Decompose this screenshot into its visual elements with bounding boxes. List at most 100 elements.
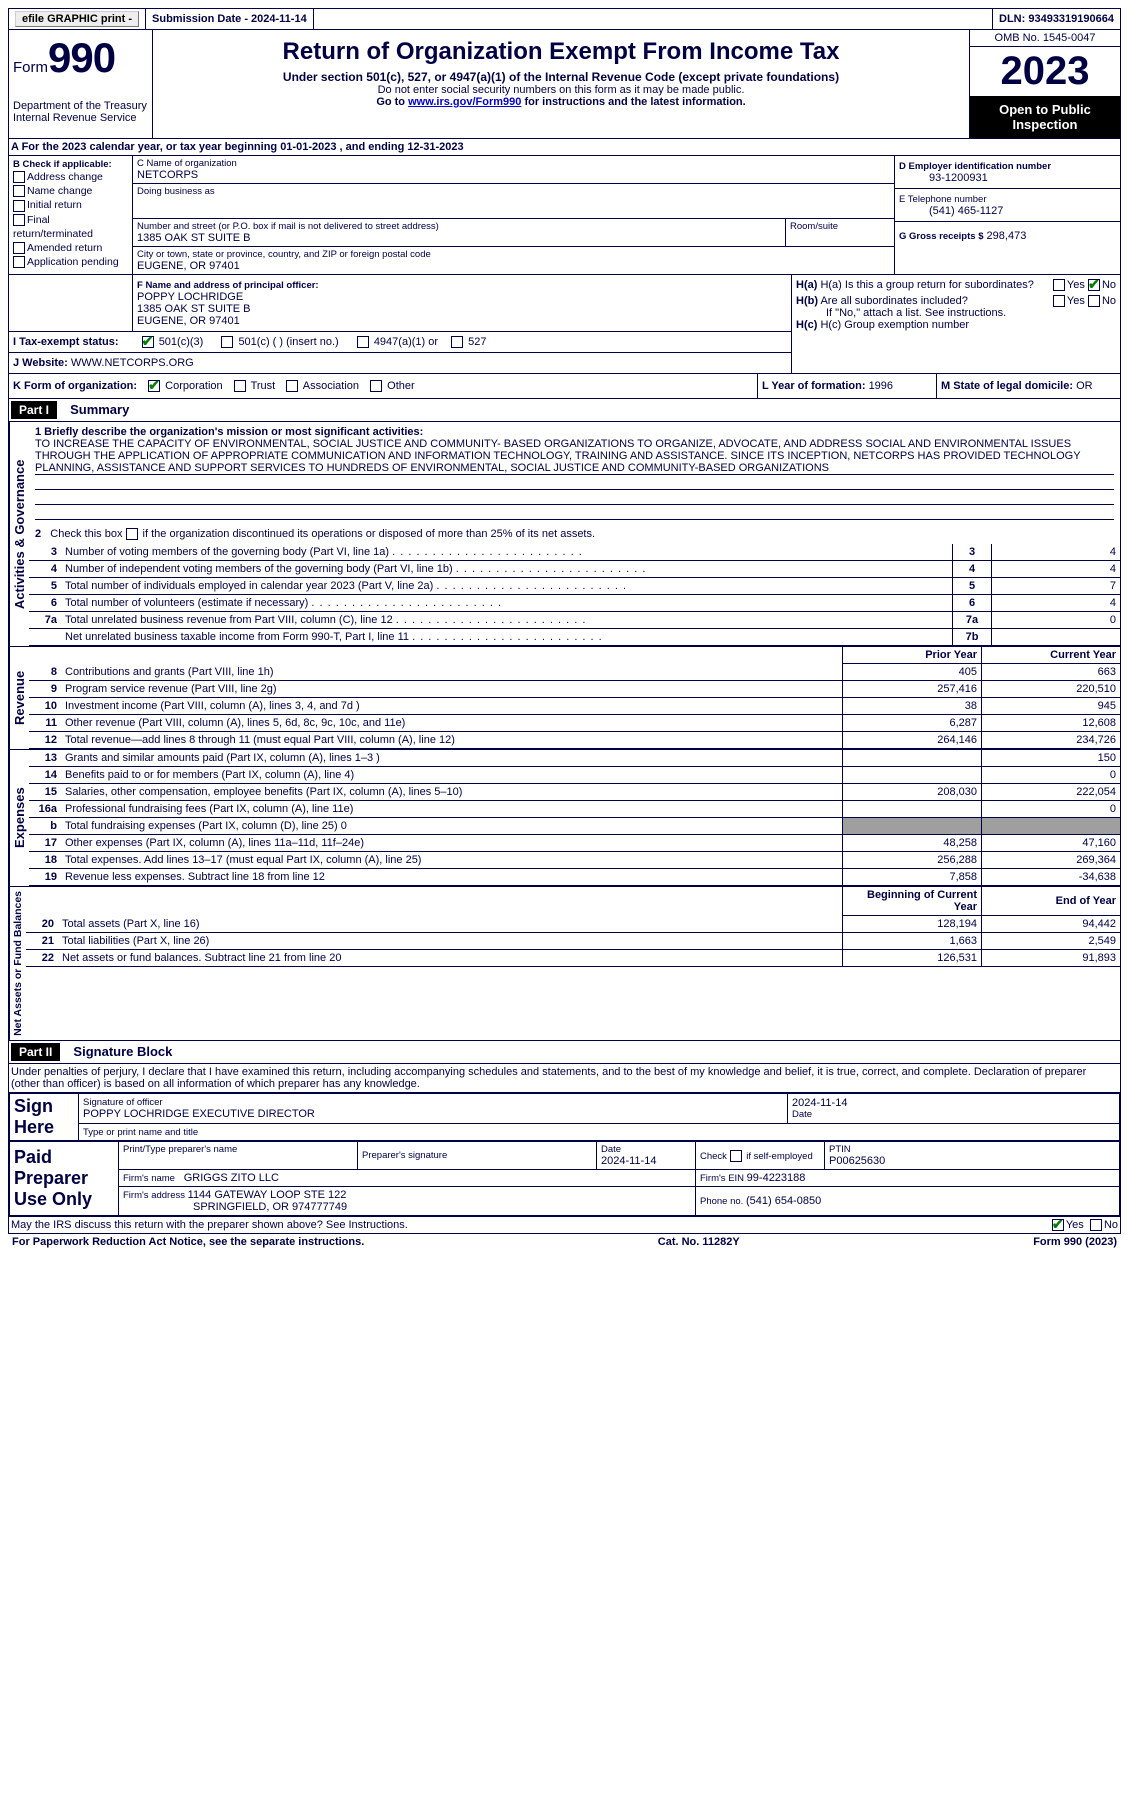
vert-governance: Activities & Governance xyxy=(9,422,29,646)
prep-sig-label: Preparer's signature xyxy=(362,1150,592,1161)
part1-header: Part I xyxy=(11,401,57,419)
check-501c3[interactable] xyxy=(142,336,154,348)
hb-yes[interactable] xyxy=(1053,295,1065,307)
hb-label: H(b) xyxy=(796,295,818,307)
part2-header: Part II xyxy=(11,1043,60,1061)
header-center: Return of Organization Exempt From Incom… xyxy=(153,30,969,138)
check-final[interactable]: Final return/terminated xyxy=(13,213,128,241)
check-discontinued[interactable] xyxy=(126,528,138,540)
k-trust[interactable] xyxy=(234,380,246,392)
footer-left: For Paperwork Reduction Act Notice, see … xyxy=(12,1236,364,1248)
city-state-zip: EUGENE, OR 97401 xyxy=(137,260,890,272)
col-c: C Name of organization NETCORPS Doing bu… xyxy=(133,156,895,274)
revenue-section: Revenue Prior YearCurrent Year 8Contribu… xyxy=(8,647,1121,750)
gross-label: G Gross receipts $ xyxy=(899,231,983,242)
form-word: Form xyxy=(13,59,48,76)
website-value: WWW.NETCORPS.ORG xyxy=(71,357,194,369)
efile-cell: efile GRAPHIC print - xyxy=(9,9,146,29)
k-corp[interactable] xyxy=(148,380,160,392)
table-row: 5Total number of individuals employed in… xyxy=(29,578,1120,595)
part1-title: Summary xyxy=(70,402,129,417)
check-self-employed[interactable] xyxy=(730,1150,742,1162)
line2-text: Check this box xyxy=(50,528,125,540)
i-label: I Tax-exempt status: xyxy=(13,336,119,348)
table-row: 13Grants and similar amounts paid (Part … xyxy=(29,750,1120,767)
street-address: 1385 OAK ST SUITE B xyxy=(137,232,781,244)
footer-right: Form 990 (2023) xyxy=(1033,1236,1117,1248)
header-left: Form990 Department of the Treasury Inter… xyxy=(9,30,153,138)
officer-addr1: 1385 OAK ST SUITE B xyxy=(137,303,251,315)
col-deg: D Employer identification number 93-1200… xyxy=(895,156,1120,274)
submission-date: Submission Date - 2024-11-14 xyxy=(152,13,307,25)
net-section: Net Assets or Fund Balances Beginning of… xyxy=(8,887,1121,1041)
discuss-no[interactable] xyxy=(1090,1219,1102,1231)
dln-value: DLN: 93493319190664 xyxy=(999,13,1114,25)
hb-note: If "No," attach a list. See instructions… xyxy=(826,307,1116,319)
hc-label: H(c) xyxy=(796,319,817,331)
col-b: B Check if applicable: Address change Na… xyxy=(9,156,133,274)
sign-here-label: Sign Here xyxy=(10,1094,79,1141)
irs-link[interactable]: www.irs.gov/Form990 xyxy=(408,96,521,108)
table-row: 18Total expenses. Add lines 13–17 (must … xyxy=(29,852,1120,869)
check-initial[interactable]: Initial return xyxy=(13,198,128,212)
net-table: Beginning of Current YearEnd of Year 20T… xyxy=(26,887,1120,967)
dept-label: Department of the Treasury Internal Reve… xyxy=(13,100,148,124)
opt-527: 527 xyxy=(468,336,486,348)
table-row: 17Other expenses (Part IX, column (A), l… xyxy=(29,835,1120,852)
expenses-table: 13Grants and similar amounts paid (Part … xyxy=(29,750,1120,886)
officer-addr2: EUGENE, OR 97401 xyxy=(137,315,240,327)
prep-name-label: Print/Type preparer's name xyxy=(123,1144,353,1155)
ha-no[interactable] xyxy=(1088,279,1100,291)
l-label: L Year of formation: xyxy=(762,380,869,392)
table-row: 14Benefits paid to or for members (Part … xyxy=(29,767,1120,784)
ha-yes[interactable] xyxy=(1053,279,1065,291)
firm-ein: 99-4223188 xyxy=(747,1172,806,1184)
org-name: NETCORPS xyxy=(137,169,890,181)
mission-label: 1 Briefly describe the organization's mi… xyxy=(35,426,423,438)
vert-expenses: Expenses xyxy=(9,750,29,886)
check-4947[interactable] xyxy=(357,336,369,348)
table-row: 19Revenue less expenses. Subtract line 1… xyxy=(29,869,1120,886)
table-row: 9Program service revenue (Part VIII, lin… xyxy=(29,681,1120,698)
phone-label: E Telephone number xyxy=(899,194,987,205)
hb-no[interactable] xyxy=(1088,295,1100,307)
k-label: K Form of organization: xyxy=(13,380,137,392)
prep-date-val: 2024-11-14 xyxy=(601,1155,691,1167)
form-number: Form990 xyxy=(13,34,148,82)
goto-prefix: Go to xyxy=(376,96,408,108)
inspection-label: Open to Public Inspection xyxy=(970,96,1120,138)
table-row: 15Salaries, other compensation, employee… xyxy=(29,784,1120,801)
check-name[interactable]: Name change xyxy=(13,184,128,198)
check-527[interactable] xyxy=(451,336,463,348)
top-bar: efile GRAPHIC print - Submission Date - … xyxy=(8,8,1121,30)
opt-4947: 4947(a)(1) or xyxy=(374,336,438,348)
table-row: 6Total number of volunteers (estimate if… xyxy=(29,595,1120,612)
part2-header-row: Part II Signature Block xyxy=(8,1041,1121,1064)
form-header: Form990 Department of the Treasury Inter… xyxy=(8,30,1121,139)
discuss-yes[interactable] xyxy=(1052,1219,1064,1231)
prior-year-hdr: Prior Year xyxy=(843,647,982,664)
omb-number: OMB No. 1545-0047 xyxy=(970,30,1120,47)
check-address[interactable]: Address change xyxy=(13,170,128,184)
opt-501c: 501(c) ( ) (insert no.) xyxy=(238,336,338,348)
k-other[interactable] xyxy=(370,380,382,392)
ssn-note: Do not enter social security numbers on … xyxy=(161,84,961,96)
begin-year-hdr: Beginning of Current Year xyxy=(843,887,982,916)
f-label: F Name and address of principal officer: xyxy=(137,280,319,291)
check-pending[interactable]: Application pending xyxy=(13,255,128,269)
ein-label: D Employer identification number xyxy=(899,161,1051,172)
check-501c[interactable] xyxy=(221,336,233,348)
section-klm: K Form of organization: Corporation Trus… xyxy=(8,374,1121,399)
k-assoc[interactable] xyxy=(286,380,298,392)
vert-net: Net Assets or Fund Balances xyxy=(9,887,26,1040)
footer: For Paperwork Reduction Act Notice, see … xyxy=(8,1234,1121,1250)
table-row: 12Total revenue—add lines 8 through 11 (… xyxy=(29,732,1120,749)
phone-value: (541) 465-1127 xyxy=(899,205,1116,217)
table-row: 10Investment income (Part VIII, column (… xyxy=(29,698,1120,715)
firm-name-label: Firm's name xyxy=(123,1173,178,1184)
check-amended[interactable]: Amended return xyxy=(13,241,128,255)
dln-cell: DLN: 93493319190664 xyxy=(993,9,1120,29)
efile-button[interactable]: efile GRAPHIC print - xyxy=(15,11,139,27)
state-domicile: OR xyxy=(1076,380,1093,392)
tax-year: 2023 xyxy=(970,47,1120,96)
